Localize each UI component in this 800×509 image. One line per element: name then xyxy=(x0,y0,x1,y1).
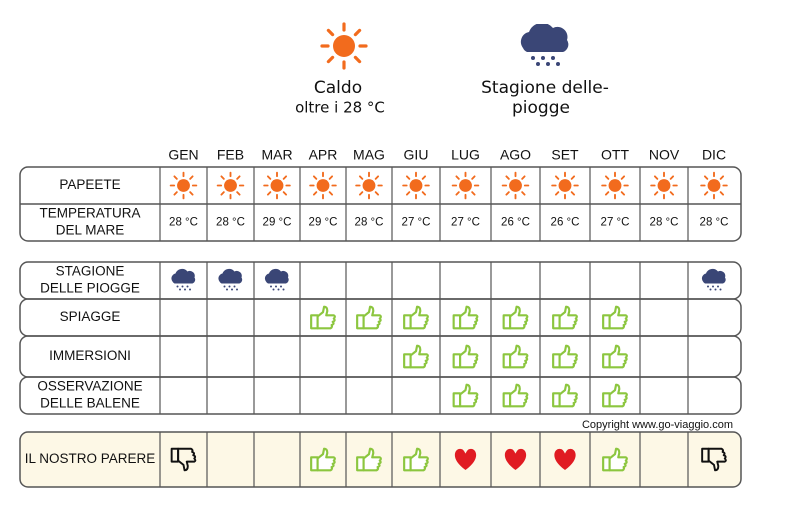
sun-icon xyxy=(263,171,291,200)
table-box xyxy=(19,376,742,415)
thumbs-up-icon xyxy=(355,305,383,330)
thumbs-up-icon xyxy=(402,305,430,330)
row-label: SPIAGGE xyxy=(60,309,121,324)
month-header: DIC xyxy=(702,147,726,163)
row-label: IL NOSTRO PARERE xyxy=(25,451,156,466)
rain-icon xyxy=(264,268,289,291)
row-label: DELLE BALENE xyxy=(40,396,140,411)
thumbs-up-icon xyxy=(601,383,629,408)
rain-icon xyxy=(218,268,243,291)
month-header: NOV xyxy=(649,147,680,163)
row-label: PAPEETE xyxy=(59,177,120,192)
thumbs-up-icon xyxy=(551,344,579,369)
thumbs-up-icon xyxy=(402,344,430,369)
month-header: AGO xyxy=(500,147,531,163)
thumbs-up-icon xyxy=(551,305,579,330)
sun-icon xyxy=(551,171,579,200)
temperature: 29 °C xyxy=(309,217,338,229)
month-header: GEN xyxy=(168,147,198,163)
month-header: SET xyxy=(551,147,579,163)
legend-hot-label: Caldo xyxy=(314,78,362,98)
sun-icon xyxy=(216,171,245,200)
row-label: DEL MARE xyxy=(56,223,125,238)
temperature: 27 °C xyxy=(601,217,630,229)
month-header: FEB xyxy=(217,147,244,163)
sun-icon xyxy=(355,171,383,200)
row-label: TEMPERATURA xyxy=(39,206,140,221)
sun-icon xyxy=(700,171,728,200)
temperature: 26 °C xyxy=(551,217,580,229)
legend-hot-sub: oltre i 28 °C xyxy=(295,99,385,117)
thumbs-up-icon xyxy=(452,305,479,330)
thumbs-up-icon xyxy=(502,383,529,408)
temperature: 26 °C xyxy=(501,217,530,229)
row-label: OSSERVAZIONE xyxy=(37,379,142,394)
sun-icon xyxy=(650,171,678,200)
legend-rain-label: piogge xyxy=(512,98,570,118)
rain-icon xyxy=(171,268,196,291)
legend-rain-icon xyxy=(520,24,569,66)
month-header: APR xyxy=(309,147,338,163)
temperature: 28 °C xyxy=(650,217,679,229)
temperature: 28 °C xyxy=(355,217,384,229)
copyright: Copyright www.go-viaggio.com xyxy=(582,419,733,431)
row-label: IMMERSIONI xyxy=(49,348,131,363)
month-header: OTT xyxy=(601,147,629,163)
sun-icon xyxy=(169,171,198,200)
row-label: DELLE PIOGGE xyxy=(40,281,140,296)
rain-icon xyxy=(701,268,726,291)
temperature: 28 °C xyxy=(216,217,245,229)
sun-icon xyxy=(402,171,430,200)
temperature: 29 °C xyxy=(263,217,292,229)
legend-rain-label: Stagione delle- xyxy=(481,78,609,98)
thumbs-up-icon xyxy=(502,305,529,330)
thumbs-up-icon xyxy=(452,383,479,408)
sun-icon xyxy=(451,171,480,200)
thumbs-up-icon xyxy=(601,344,629,369)
thumbs-up-icon xyxy=(452,344,479,369)
temperature: 27 °C xyxy=(451,217,480,229)
thumbs-up-icon xyxy=(309,305,337,330)
thumbs-up-icon xyxy=(502,344,529,369)
month-header: LUG xyxy=(451,147,480,163)
thumbs-up-icon xyxy=(551,383,579,408)
row-label: STAGIONE xyxy=(56,264,125,279)
sun-icon xyxy=(309,171,337,200)
temperature: 28 °C xyxy=(700,217,729,229)
legend-sun-icon xyxy=(320,22,368,70)
sun-icon xyxy=(501,171,530,200)
month-header: GIU xyxy=(404,147,429,163)
temperature: 27 °C xyxy=(402,217,431,229)
month-header: MAR xyxy=(261,147,292,163)
sun-icon xyxy=(601,171,629,200)
month-header: MAG xyxy=(353,147,385,163)
thumbs-up-icon xyxy=(601,305,629,330)
temperature: 28 °C xyxy=(169,217,198,229)
